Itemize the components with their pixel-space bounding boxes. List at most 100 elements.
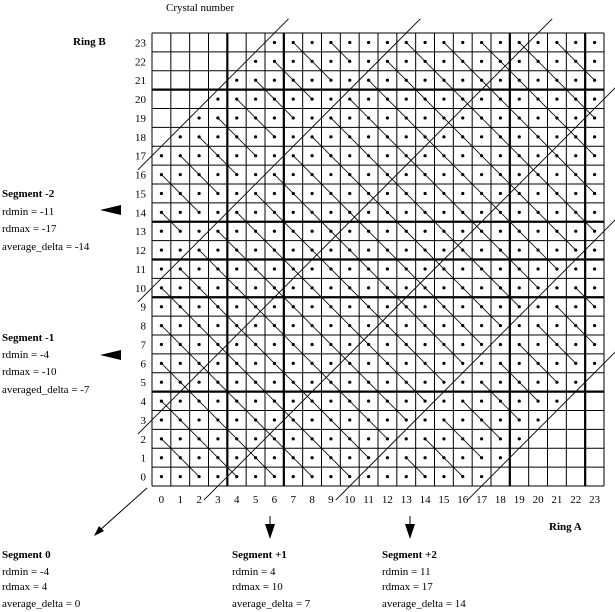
lor-link [518,117,539,138]
lor-dot [329,210,333,214]
lor-dot [348,342,352,347]
lor-dot [329,78,333,82]
lor-link [500,61,520,81]
lor-link [255,268,275,289]
segment-rdmin: rdmin = -4 [2,566,50,578]
y-tick-label: 5 [141,377,147,389]
segment-rdmax: rdmax = -17 [2,223,57,235]
lor-link [255,79,275,100]
lor-link [556,42,577,62]
lor-link [274,363,294,383]
lor-dot [461,78,465,82]
lor-dot [291,172,295,177]
lor-dot [216,286,220,290]
lor-link [405,306,426,326]
lor-dot [291,135,295,139]
ring-a-label: Ring A [549,521,582,533]
lor-link [368,419,388,440]
lor-link [274,438,294,458]
lor-dot [216,474,220,479]
lor-link [292,381,313,402]
lor-dot [310,97,314,101]
lor-link [387,174,407,194]
lor-dot [404,248,408,252]
segment-minus1-info: Segment -1 rdmin = -4 rdmax = -10 averag… [2,332,90,396]
lor-dot [479,323,484,328]
lor-link [443,117,464,138]
lor-dot [461,229,465,233]
lor-dot [461,40,465,45]
lor-dot [461,474,465,479]
lor-link [198,438,219,458]
lor-dot [348,456,352,460]
lor-link [481,306,501,326]
segment-average-delta: average_delta = 14 [382,598,466,610]
y-tick-label: 3 [141,415,147,427]
lor-link [217,419,238,440]
lor-link [161,212,181,232]
lor-link [179,457,200,477]
x-tick-label: 17 [476,494,488,506]
lor-dot [498,40,503,45]
lor-link [462,287,482,307]
lor-dot [310,116,314,120]
lor-dot [310,78,314,82]
lor-dot [291,437,295,441]
lor-dot [197,229,201,233]
lor-dot [574,78,578,82]
lor-dot [404,437,408,441]
lor-dot [348,154,352,158]
lor-link [292,193,313,213]
lor-link [330,117,351,138]
lor-dot [197,418,201,422]
lor-dot [442,172,446,177]
lor-dot [517,361,521,365]
lor-link [217,381,238,402]
lor-link [292,419,313,440]
lor-link [556,230,577,251]
segment-plus2-info: Segment +2 rdmin = 11 rdmax = 17 average… [382,549,466,610]
lor-link [368,381,388,402]
lor-link [330,419,351,440]
lor-link [368,230,388,251]
lor-dot [592,154,597,158]
lor-dot [517,286,521,290]
lor-link [443,419,464,440]
lor-dot [423,40,427,45]
lor-dot [461,456,465,460]
lor-link [575,174,595,194]
lor-dot [404,97,408,101]
lor-dot [498,418,503,422]
lor-link [161,174,181,194]
lor-link [236,287,256,307]
lor-dot [423,229,427,233]
lor-dot [385,342,390,347]
lor-link [198,400,219,421]
lor-dot [592,342,597,347]
lor-dot [498,342,503,347]
lor-dot [348,305,352,309]
x-tick-label: 23 [589,494,601,506]
y-tick-label: 9 [141,302,147,314]
lor-link [161,438,181,458]
lor-dot [329,474,333,479]
lor-dot [235,154,239,158]
lor-dot [178,248,182,252]
lor-dot [366,399,371,403]
lor-dot [592,40,597,45]
lor-dot [555,323,559,328]
lor-dot [423,418,427,422]
lor-dot [479,456,484,460]
segment-rdmin: rdmin = 4 [232,566,276,578]
lor-dot [404,59,408,63]
lor-dot [555,210,559,214]
lor-link [217,268,238,289]
y-tick-label: 22 [135,56,146,68]
lor-link [405,344,426,364]
lor-dot [517,172,521,177]
segment-rdmin: rdmin = -11 [2,206,54,218]
lor-dot [348,267,352,271]
y-tick-label: 17 [135,151,147,163]
y-tick-label: 8 [141,321,147,333]
